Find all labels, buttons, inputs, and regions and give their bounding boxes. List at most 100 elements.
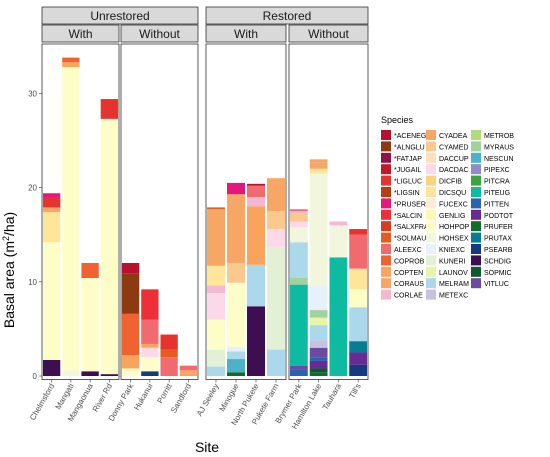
bar-segment-till-s-dicsqu: [349, 268, 368, 290]
legend-label: *ACENEG: [394, 133, 426, 140]
legend-label: FUCEXC: [439, 201, 468, 208]
bar-segment-chelmsford-hohpop: [42, 242, 61, 360]
legend-label: DICSQU: [439, 190, 466, 197]
legend-swatch-kuneri: [426, 255, 436, 266]
bar-segment-till-s-psearb: [349, 364, 368, 376]
bar-segment-minogue-pruser: [227, 182, 245, 195]
y-tick-label: 30: [28, 89, 37, 98]
x-tick-label: AJ Seeley: [195, 382, 221, 418]
bar-segment-minogue-cyamed: [227, 262, 245, 283]
legend-swatch-pruser: [381, 198, 391, 209]
x-axis-title: Site: [195, 439, 219, 455]
bar-segment-aj-seeley-dacdac: [207, 293, 225, 320]
legend-swatch-salxfra: [381, 221, 391, 232]
legend-swatch-corlae: [381, 289, 391, 300]
bar-segment-brymer-park-pitten: [289, 369, 308, 376]
bar-segment-aj-seeley-solmau: [207, 207, 225, 210]
legend-label: PITTEN: [484, 201, 509, 208]
legend-swatch-coprob: [381, 255, 391, 266]
bar-segment-till-s-hohpop: [349, 289, 368, 308]
legend-label: NESCUN: [484, 156, 514, 163]
bar-segment-sandford-copten: [179, 373, 198, 376]
bar-segment-hamilton-lake-sopmic: [309, 368, 328, 373]
legend-swatch-cyadea: [426, 130, 436, 140]
bar-segment-hukanui-psearb: [141, 371, 159, 376]
strip-label-restored: Restored: [263, 9, 312, 23]
bar-segment-sandford-aleexc: [179, 365, 198, 371]
legend-swatch-myraus: [471, 141, 481, 152]
bar-segment-chelmsford-ligluc: [42, 197, 61, 208]
strip-unrestored-with: [41, 24, 120, 43]
bar-segment-mangaonua-coprob: [81, 262, 99, 279]
legend-label: *PRUSER: [394, 201, 426, 208]
legend-swatch-podtot: [471, 209, 481, 220]
legend-swatch-ligsin: [381, 187, 391, 197]
bar-segment-porritt-aleexc: [160, 357, 178, 376]
bar-segment-till-s-melram: [349, 307, 368, 342]
legend-label: PITEUG: [484, 190, 510, 197]
bar-segment-sandford-cyadea: [179, 370, 198, 374]
bar-segment-porritt-solmau: [160, 349, 178, 358]
bar-segment-river-rd-ligluc: [100, 99, 119, 119]
bar-segment-hukanui-salcin: [141, 289, 159, 320]
y-tick-label: 0: [33, 372, 38, 381]
bar-segment-hamilton-lake-dicsqu: [309, 168, 328, 174]
bar-segment-hamilton-lake-melram: [309, 325, 328, 341]
x-tick-label: Tauhara: [321, 382, 344, 412]
legend-swatch-hohsex: [426, 232, 436, 243]
strip-label-restored-with: With: [234, 27, 258, 41]
legend-swatch-vitluc: [471, 278, 481, 289]
legend-label: PITCRA: [484, 179, 510, 186]
legend-swatch-pitten: [471, 198, 481, 209]
bar-segment-hamilton-lake-kniexc: [309, 285, 328, 311]
bar-segment-minogue-cyadea: [227, 194, 245, 263]
legend-swatch-launov: [426, 266, 436, 277]
legend-label: CORAUS: [394, 281, 424, 288]
bar-segment-minogue-prufer: [227, 372, 245, 376]
bar-segment-chelmsford-cyadea: [42, 207, 61, 213]
y-axis-title: Basal area (m2/ha): [1, 212, 17, 328]
bar-segment-brymer-park-piteug: [289, 284, 308, 366]
bar-segment-brymer-park-vitluc: [289, 365, 308, 370]
legend-label: DACDAC: [439, 167, 469, 174]
bar-segment-donny-park-coprob: [121, 313, 140, 356]
bar-segment-donny-park-aceneg: [121, 262, 140, 274]
bar-segment-north-pukete-aceneg: [247, 183, 265, 186]
x-tick-label: Till's: [347, 382, 363, 400]
strip-label-unrestored: Unrestored: [90, 9, 149, 23]
legend-label: *JUGAIL: [394, 167, 421, 174]
bar-segment-hamilton-lake-myraus: [309, 310, 328, 318]
legend-swatch-metrob: [471, 130, 481, 140]
bar-segment-chelmsford-pruser: [42, 193, 61, 198]
legend-label: *SALXFRA: [394, 224, 429, 231]
bar-segment-north-pukete-aleexc: [247, 185, 265, 198]
legend-swatch-dicsqu: [426, 187, 436, 197]
legend-swatch-dacdac: [426, 164, 436, 175]
legend-swatch-daccup: [426, 152, 436, 163]
bar-segment-hukanui-hohpop: [141, 357, 159, 372]
legend-label: PODTOT: [484, 213, 514, 220]
legend-label: VITLUC: [484, 281, 509, 288]
bar-segment-river-rd-hohpop: [100, 118, 119, 375]
legend-swatch-fatjap: [381, 152, 391, 163]
legend-label: *ALNGLU: [394, 144, 425, 151]
bar-segment-hamilton-lake-hohsex: [309, 173, 328, 286]
bar-segment-hukanui-copten: [141, 343, 159, 348]
legend-label: HOHPOP: [439, 224, 470, 231]
bar-segment-mangati-hohsex: [62, 370, 80, 376]
legend-swatch-copten: [381, 266, 391, 277]
bar-segment-aj-seeley-dicsqu: [207, 265, 225, 286]
bar-segment-donny-park-hohpop: [121, 368, 140, 376]
legend-swatch-schdig: [471, 255, 481, 266]
bar-segment-brymer-park-cyamed: [289, 213, 308, 222]
strip-label-restored-without: Without: [308, 27, 349, 41]
bar-segment-till-s-podtot: [349, 352, 368, 365]
legend-swatch-ligluc: [381, 175, 391, 186]
bar-segment-tauhara-corlae: [329, 221, 348, 226]
legend-label: PRUFER: [484, 224, 513, 231]
y-axis-title-superscript: 2: [1, 236, 11, 241]
strip-restored-without: [288, 24, 369, 43]
legend-label: HOHSEX: [439, 236, 469, 243]
legend-label: COPTEN: [394, 270, 423, 277]
strip-label-unrestored-without: Without: [139, 27, 180, 41]
